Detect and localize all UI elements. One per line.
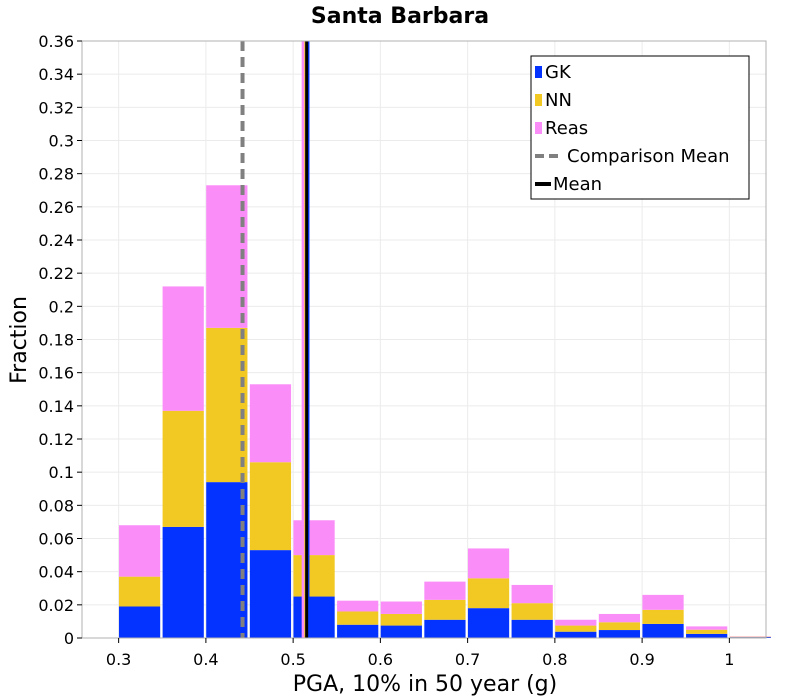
y-tick-label: 0.22 <box>38 264 74 283</box>
x-tick-label: 0.9 <box>629 650 654 669</box>
bar-reas-7 <box>380 601 422 614</box>
bar-nn-9 <box>467 578 510 609</box>
y-tick-label: 0.18 <box>38 331 74 350</box>
bar-nn-2 <box>162 410 204 527</box>
y-tick-label: 0.02 <box>38 596 74 615</box>
bar-reas-8 <box>424 581 466 600</box>
y-tick-label: 0.3 <box>49 132 74 151</box>
y-tick-label: 0.16 <box>38 364 74 383</box>
bar-reas-13 <box>642 594 684 610</box>
x-tick-label: 1 <box>724 650 734 669</box>
bar-reas-6 <box>337 600 379 612</box>
bar-gk-11 <box>555 631 597 638</box>
bar-gk-7 <box>380 625 422 638</box>
x-tick-label: 0.5 <box>280 650 305 669</box>
bar-reas-12 <box>598 613 641 623</box>
y-tick-label: 0.08 <box>38 496 74 515</box>
chart-title: Santa Barbara <box>311 4 489 29</box>
y-tick-label: 0.06 <box>38 530 74 549</box>
bar-nn-11 <box>555 625 597 632</box>
bar-gk-14 <box>686 633 728 638</box>
legend-label: GK <box>545 62 572 83</box>
bar-nn-1 <box>118 576 161 607</box>
bar-reas-5 <box>293 520 335 556</box>
x-tick-label: 0.8 <box>542 650 567 669</box>
y-tick-label: 0.36 <box>38 32 74 51</box>
x-tick-label: 0.7 <box>455 650 480 669</box>
bar-gk-10 <box>511 619 553 638</box>
bar-nn-5 <box>293 555 335 597</box>
x-tick-label: 0.3 <box>106 650 131 669</box>
bar-reas-2 <box>162 286 204 411</box>
bars <box>118 185 771 638</box>
y-tick-label: 0 <box>64 629 74 648</box>
y-tick-label: 0.2 <box>49 297 74 316</box>
x-axis-title: PGA, 10% in 50 year (g) <box>293 672 557 697</box>
bar-gk-5 <box>293 596 335 638</box>
bar-nn-13 <box>642 609 684 624</box>
y-tick-label: 0.32 <box>38 98 74 117</box>
legend-label: NN <box>545 90 572 111</box>
bar-reas-11 <box>555 619 597 626</box>
legend-swatch-gk <box>535 66 542 78</box>
bar-nn-6 <box>337 611 379 625</box>
bar-reas-4 <box>249 384 292 463</box>
bar-gk-13 <box>642 623 684 638</box>
y-axis-title: Fraction <box>7 296 32 384</box>
bar-gk-4 <box>249 550 292 638</box>
x-tick-label: 0.4 <box>193 650 218 669</box>
y-tick-label: 0.1 <box>49 463 74 482</box>
bar-nn-7 <box>380 613 422 626</box>
bar-reas-14 <box>686 626 728 630</box>
bar-gk-2 <box>162 526 204 638</box>
y-tick-label: 0.12 <box>38 430 74 449</box>
y-tick-label: 0.14 <box>38 397 74 416</box>
legend-swatch-reas <box>535 122 542 134</box>
legend-label: Mean <box>553 174 602 195</box>
y-tick-label: 0.34 <box>38 65 74 84</box>
y-tick-label: 0.28 <box>38 165 74 184</box>
x-tick-label: 0.6 <box>368 650 393 669</box>
y-tick-label: 0.26 <box>38 198 74 217</box>
mean-lines <box>240 41 310 638</box>
y-tick-label: 0.24 <box>38 231 74 250</box>
y-axis-ticks: 0 0.02 0.04 0.06 0.08 0.1 0.12 0.14 0.16 0.18 0.2 0… <box>38 32 82 648</box>
bar-nn-12 <box>598 622 641 631</box>
legend-label: Reas <box>545 118 588 139</box>
bar-nn-10 <box>511 603 553 620</box>
bar-nn-4 <box>249 462 292 551</box>
bar-gk-6 <box>337 624 379 638</box>
legend-swatch-nn <box>535 94 542 106</box>
bar-gk-8 <box>424 619 466 638</box>
bar-nn-14 <box>686 629 728 634</box>
legend-box <box>530 55 750 200</box>
bar-reas-10 <box>511 584 553 604</box>
x-axis-ticks: 0.3 0.4 0.5 0.6 0.7 0.8 0.9 1 <box>106 638 734 669</box>
legend: GK NN Reas Comparison Mean Mean <box>530 55 750 200</box>
legend-label: Comparison Mean <box>567 146 730 167</box>
bar-gk-12 <box>598 630 641 638</box>
y-tick-label: 0.04 <box>38 563 74 582</box>
bar-gk-9 <box>467 608 510 638</box>
bar-reas-1 <box>118 525 161 577</box>
bar-reas-9 <box>467 548 510 579</box>
bar-nn-8 <box>424 599 466 620</box>
bar-gk-1 <box>118 606 161 638</box>
